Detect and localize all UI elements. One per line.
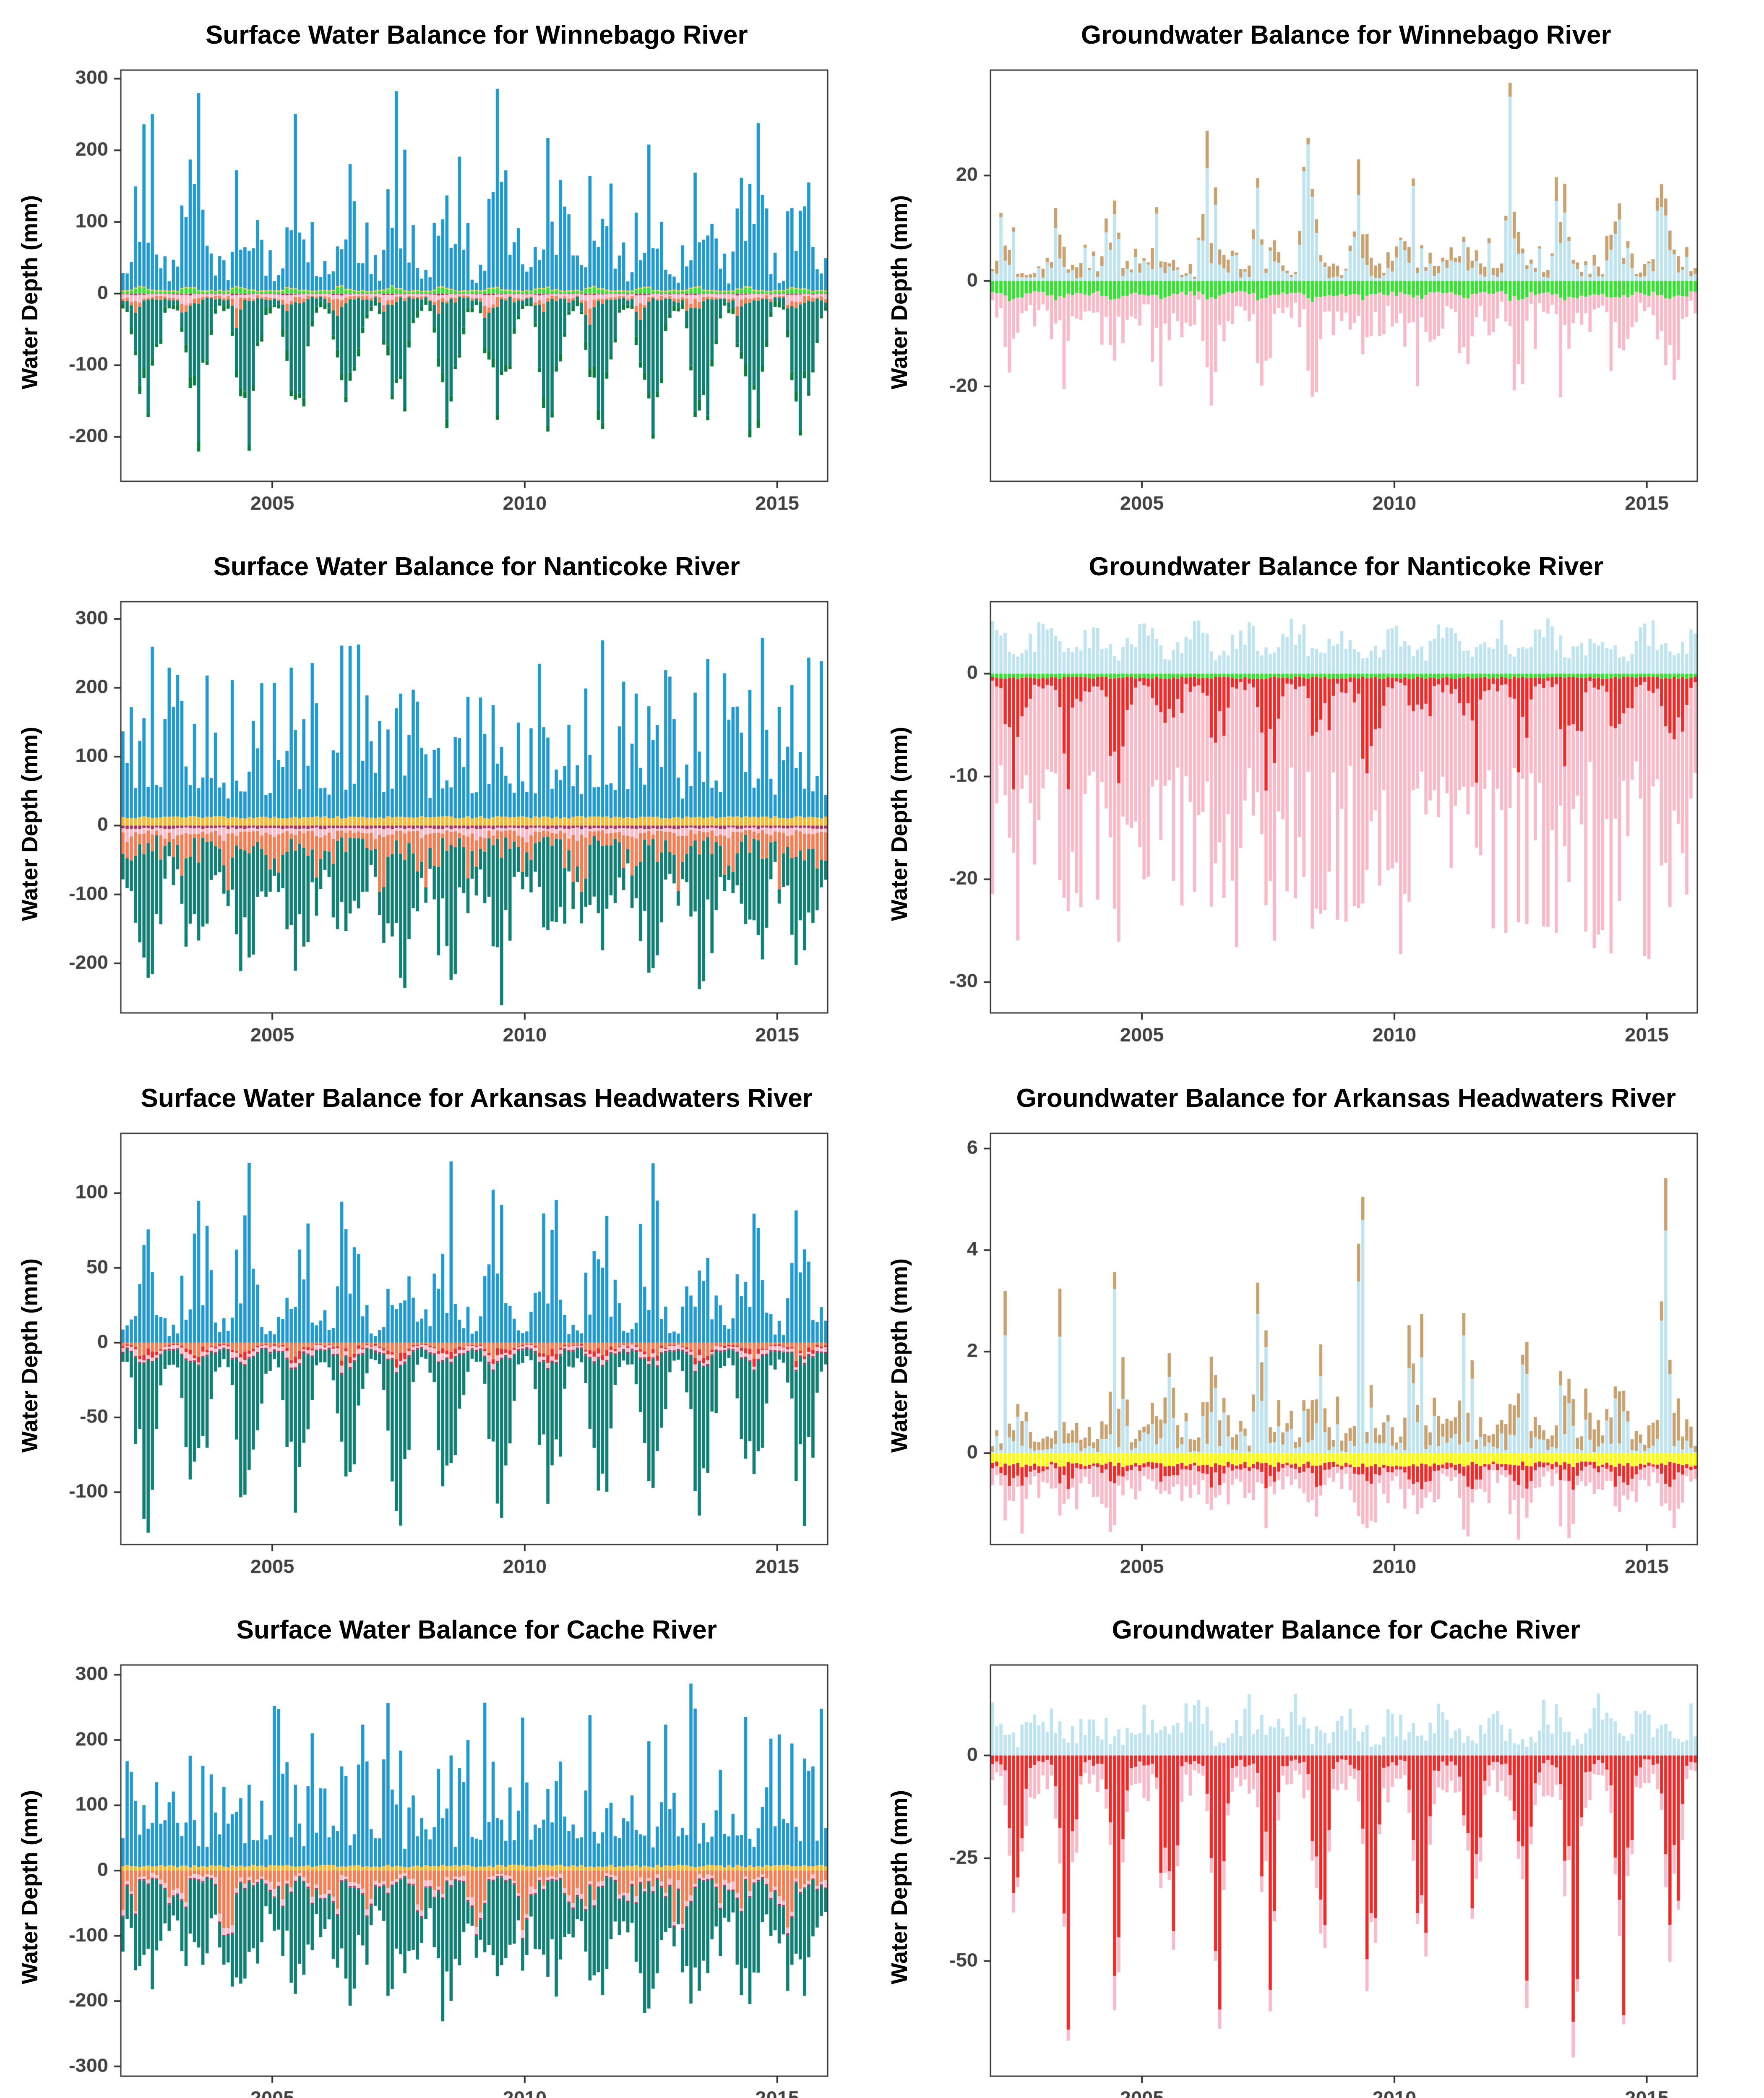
bar-chart-canvas-groundwater-arkansas-headwaters <box>915 1121 1712 1591</box>
bar-chart-canvas-groundwater-cache <box>915 1652 1712 2098</box>
chart-title: Groundwater Balance for Winnebago River <box>1081 21 1611 50</box>
plot-row: Water Depth (mm) <box>886 57 1748 527</box>
bar-chart-canvas-surface-arkansas-headwaters <box>45 1121 842 1591</box>
bar-chart-canvas-surface-winnebago <box>45 57 842 527</box>
chart-title: Surface Water Balance for Winnebago Rive… <box>205 21 748 50</box>
plot-row: Water Depth (mm) <box>17 1652 878 2098</box>
bar-chart-canvas-surface-cache <box>45 1652 842 2098</box>
chart-title: Groundwater Balance for Cache River <box>1112 1615 1580 1644</box>
panel-groundwater-winnebago: Groundwater Balance for Winnebago River … <box>882 8 1752 540</box>
bar-chart-canvas-surface-nanticoke <box>45 589 842 1059</box>
plot-row: Water Depth (mm) <box>886 589 1748 1059</box>
plot-row: Water Depth (mm) <box>17 57 878 527</box>
y-axis-label: Water Depth (mm) <box>17 1790 42 1985</box>
plot-row: Water Depth (mm) <box>886 1652 1748 2098</box>
chart-title: Surface Water Balance for Cache River <box>236 1615 717 1644</box>
panel-surface-arkansas-headwaters: Surface Water Balance for Arkansas Headw… <box>13 1072 882 1603</box>
panel-groundwater-cache: Groundwater Balance for Cache River Wate… <box>882 1603 1752 2098</box>
panel-surface-winnebago: Surface Water Balance for Winnebago Rive… <box>13 8 882 540</box>
bar-chart-canvas-groundwater-nanticoke <box>915 589 1712 1059</box>
y-axis-label: Water Depth (mm) <box>886 195 912 390</box>
y-axis-label: Water Depth (mm) <box>17 727 42 921</box>
plot-row: Water Depth (mm) <box>17 589 878 1059</box>
chart-title: Groundwater Balance for Arkansas Headwat… <box>1016 1084 1676 1113</box>
panel-surface-cache: Surface Water Balance for Cache River Wa… <box>13 1603 882 2098</box>
panel-groundwater-arkansas-headwaters: Groundwater Balance for Arkansas Headwat… <box>882 1072 1752 1603</box>
y-axis-label: Water Depth (mm) <box>886 727 912 921</box>
chart-title: Surface Water Balance for Arkansas Headw… <box>141 1084 813 1113</box>
y-axis-label: Water Depth (mm) <box>886 1790 912 1985</box>
plot-row: Water Depth (mm) <box>17 1121 878 1591</box>
y-axis-label: Water Depth (mm) <box>886 1258 912 1453</box>
chart-title: Surface Water Balance for Nanticoke Rive… <box>213 552 740 581</box>
bar-chart-canvas-groundwater-winnebago <box>915 57 1712 527</box>
panel-surface-nanticoke: Surface Water Balance for Nanticoke Rive… <box>13 540 882 1072</box>
panel-groundwater-nanticoke: Groundwater Balance for Nanticoke River … <box>882 540 1752 1072</box>
plot-row: Water Depth (mm) <box>886 1121 1748 1591</box>
y-axis-label: Water Depth (mm) <box>17 195 42 390</box>
chart-title: Groundwater Balance for Nanticoke River <box>1089 552 1604 581</box>
y-axis-label: Water Depth (mm) <box>17 1258 42 1453</box>
